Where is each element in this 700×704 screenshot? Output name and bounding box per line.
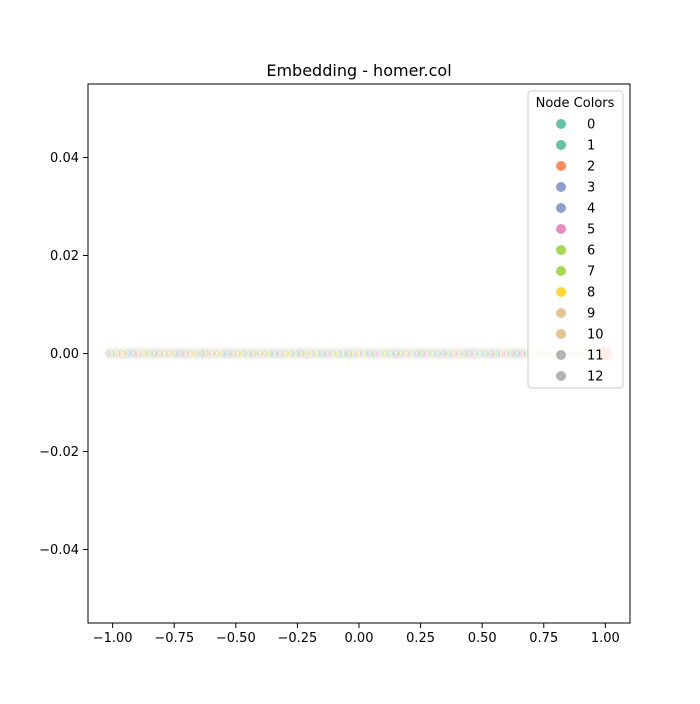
- x-tick-label: 0.50: [468, 631, 497, 646]
- legend-title: Node Colors: [536, 96, 615, 111]
- legend-label: 4: [587, 202, 595, 217]
- y-tick-label: 0.00: [50, 347, 79, 362]
- legend-marker: [556, 266, 566, 276]
- y-tick-label: −0.02: [39, 445, 79, 460]
- legend-label: 2: [587, 160, 595, 175]
- y-tick-label: 0.04: [50, 151, 79, 166]
- legend-label: 7: [587, 265, 595, 280]
- x-axis: −1.00 −0.75 −0.50 −0.25 0.00 0.25 0.50 0.75 1.00: [93, 623, 620, 646]
- x-tick-label: 0.00: [345, 631, 374, 646]
- legend-marker: [556, 224, 566, 234]
- y-tick-label: −0.04: [39, 543, 79, 558]
- legend-box: [527, 90, 624, 389]
- legend-label: 12: [587, 370, 604, 385]
- legend-label: 0: [587, 118, 595, 133]
- x-tick-label: 1.00: [591, 631, 620, 646]
- legend-marker: [556, 329, 566, 339]
- x-tick-label: 0.75: [529, 631, 558, 646]
- legend-label: 10: [587, 328, 604, 343]
- x-tick-label: −0.25: [277, 631, 317, 646]
- legend-marker: [556, 308, 566, 318]
- legend-label: 9: [587, 307, 595, 322]
- chart-title: Embedding - homer.col: [266, 61, 451, 80]
- legend-label: 5: [587, 223, 595, 238]
- x-tick-label: −0.50: [216, 631, 256, 646]
- legend-marker: [556, 203, 566, 213]
- legend-marker: [556, 161, 566, 171]
- legend-marker: [556, 350, 566, 360]
- x-tick-label: −1.00: [93, 631, 133, 646]
- x-tick-label: 0.25: [406, 631, 435, 646]
- legend-label: 11: [587, 349, 604, 364]
- legend-marker: [556, 287, 566, 297]
- legend-label: 3: [587, 181, 595, 196]
- y-axis: 0.04 0.02 0.00 −0.02 −0.04: [39, 151, 88, 558]
- legend-marker: [556, 182, 566, 192]
- legend-label: 6: [587, 244, 595, 259]
- legend-marker: [556, 140, 566, 150]
- legend-marker: [556, 371, 566, 381]
- x-tick-label: −0.75: [154, 631, 194, 646]
- legend-marker: [556, 245, 566, 255]
- legend-label: 8: [587, 286, 595, 301]
- legend-label: 1: [587, 139, 595, 154]
- legend-marker: [556, 119, 566, 129]
- y-tick-label: 0.02: [50, 249, 79, 264]
